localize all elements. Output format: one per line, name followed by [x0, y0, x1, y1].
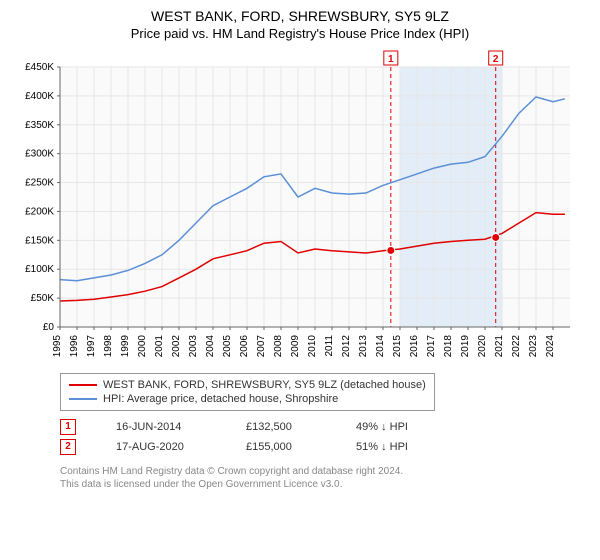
sale-row: 1 16-JUN-2014 £132,500 49% ↓ HPI [60, 417, 590, 437]
svg-text:1996: 1996 [69, 335, 80, 358]
svg-text:1995: 1995 [52, 335, 63, 358]
legend-swatch [69, 384, 97, 386]
sale-row: 2 17-AUG-2020 £155,000 51% ↓ HPI [60, 437, 590, 457]
svg-text:2002: 2002 [171, 335, 182, 358]
legend-swatch [69, 398, 97, 400]
svg-text:2016: 2016 [409, 335, 420, 358]
svg-text:£350K: £350K [25, 120, 54, 131]
svg-text:2001: 2001 [154, 335, 165, 358]
sale-date: 16-JUN-2014 [116, 421, 206, 433]
svg-text:£150K: £150K [25, 235, 54, 246]
footnote-line: This data is licensed under the Open Gov… [60, 478, 590, 491]
svg-text:1998: 1998 [103, 335, 114, 358]
sales-table: 1 16-JUN-2014 £132,500 49% ↓ HPI 2 17-AUG-202… [60, 417, 590, 457]
svg-text:2009: 2009 [290, 335, 301, 358]
svg-text:2014: 2014 [375, 335, 386, 358]
svg-text:£300K: £300K [25, 149, 54, 160]
sale-badge: 2 [60, 439, 76, 455]
svg-text:2024: 2024 [545, 335, 556, 358]
svg-text:1999: 1999 [120, 335, 131, 358]
svg-text:2007: 2007 [256, 335, 267, 358]
chart-legend: WEST BANK, FORD, SHREWSBURY, SY5 9LZ (de… [60, 373, 435, 411]
sale-date: 17-AUG-2020 [116, 441, 206, 453]
sale-pct: 51% ↓ HPI [356, 441, 408, 453]
svg-text:2020: 2020 [477, 335, 488, 358]
svg-text:£50K: £50K [31, 293, 55, 304]
svg-text:2018: 2018 [443, 335, 454, 358]
svg-text:1997: 1997 [86, 335, 97, 358]
page-title: WEST BANK, FORD, SHREWSBURY, SY5 9LZ [10, 8, 590, 24]
sale-pct: 49% ↓ HPI [356, 421, 408, 433]
legend-label: HPI: Average price, detached house, Shro… [103, 393, 338, 405]
sale-price: £155,000 [246, 441, 316, 453]
svg-text:£100K: £100K [25, 264, 54, 275]
svg-text:2000: 2000 [137, 335, 148, 358]
svg-text:2015: 2015 [392, 335, 403, 358]
svg-text:2: 2 [493, 54, 499, 65]
svg-text:1: 1 [388, 54, 394, 65]
svg-text:2006: 2006 [239, 335, 250, 358]
chart-area: £0 £50K £100K £150K £200K £250K £300K £350K £400… [10, 47, 590, 367]
legend-item: HPI: Average price, detached house, Shro… [69, 392, 426, 406]
legend-label: WEST BANK, FORD, SHREWSBURY, SY5 9LZ (de… [103, 379, 426, 391]
svg-text:2005: 2005 [222, 335, 233, 358]
svg-text:2019: 2019 [460, 335, 471, 358]
footnote-line: Contains HM Land Registry data © Crown c… [60, 465, 590, 478]
price-chart: £0 £50K £100K £150K £200K £250K £300K £350K £400… [10, 47, 590, 367]
legend-item: WEST BANK, FORD, SHREWSBURY, SY5 9LZ (de… [69, 378, 426, 392]
svg-text:2022: 2022 [511, 335, 522, 358]
svg-text:£450K: £450K [25, 62, 54, 73]
sale-badge: 1 [60, 419, 76, 435]
svg-text:£0: £0 [43, 322, 55, 333]
svg-text:2017: 2017 [426, 335, 437, 358]
svg-text:2010: 2010 [307, 335, 318, 358]
svg-text:2004: 2004 [205, 335, 216, 358]
svg-text:2012: 2012 [341, 335, 352, 358]
svg-text:2021: 2021 [494, 335, 505, 358]
page-subtitle: Price paid vs. HM Land Registry's House … [10, 26, 590, 41]
sale-price: £132,500 [246, 421, 316, 433]
svg-text:£250K: £250K [25, 178, 54, 189]
svg-text:£200K: £200K [25, 206, 54, 217]
footnote: Contains HM Land Registry data © Crown c… [60, 465, 590, 491]
svg-text:2023: 2023 [528, 335, 539, 358]
svg-text:£400K: £400K [25, 91, 54, 102]
svg-text:2003: 2003 [188, 335, 199, 358]
svg-text:2008: 2008 [273, 335, 284, 358]
svg-text:2013: 2013 [358, 335, 369, 358]
svg-text:2011: 2011 [324, 335, 335, 357]
